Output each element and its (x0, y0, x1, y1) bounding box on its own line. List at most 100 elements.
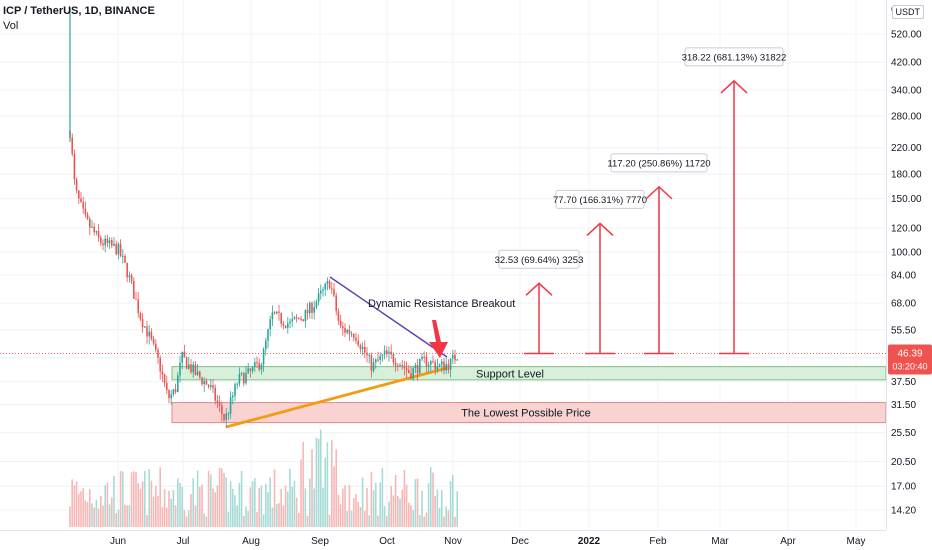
volume-bar (388, 501, 390, 527)
candle-body (273, 312, 276, 314)
candle-body (399, 365, 401, 367)
target-arrowhead (645, 185, 673, 200)
volume-bar (397, 495, 399, 527)
price-tick-label: 17.00 (891, 482, 916, 493)
candle-body (199, 371, 201, 378)
volume-bar (265, 484, 267, 527)
volume-bar (322, 487, 324, 527)
grid (0, 0, 886, 530)
candle-body (243, 372, 245, 384)
candle-body (181, 351, 183, 363)
volume-bar (104, 485, 106, 527)
candle-body (379, 355, 381, 361)
volume-bar (86, 502, 89, 527)
price-axis[interactable]: 6??.00520.00420.00340.00280.00220.00180.… (886, 0, 932, 550)
volume-bar (115, 513, 117, 527)
price-axis-bg (886, 0, 932, 550)
volume-bar (368, 515, 370, 527)
candle-body (287, 323, 289, 328)
candle-body (397, 365, 399, 367)
volume-bar (280, 489, 282, 527)
volume-bar (190, 494, 192, 527)
volume-bars (69, 429, 458, 527)
candle-body (339, 320, 342, 327)
target-label: 117.20 (250.86%) 11720 (607, 158, 710, 169)
candle-body (119, 243, 122, 257)
candle-body (124, 255, 126, 263)
volume-bar (399, 498, 401, 527)
candle-body (410, 373, 412, 379)
volume-bar (150, 480, 153, 527)
candle-body (441, 361, 443, 365)
candle-body (359, 345, 362, 350)
volume-bar (159, 467, 161, 527)
volume-bar (375, 482, 377, 527)
volume-bar (254, 478, 256, 527)
volume-bar (348, 484, 351, 527)
breakout-arrow-icon (429, 320, 448, 358)
volume-bar (359, 507, 362, 527)
volume-bar (287, 491, 289, 527)
price-tick-label: 55.50 (891, 325, 916, 336)
candle-body (348, 329, 351, 334)
breakout-annotation: Dynamic Resistance Breakout (368, 298, 515, 310)
candle-body (423, 356, 425, 358)
volume-bar (113, 476, 115, 527)
candle-body (183, 351, 186, 358)
candle-body (419, 358, 421, 374)
candle-body (155, 343, 157, 350)
candle-body (135, 298, 137, 300)
plot-background (0, 0, 886, 530)
volume-bar (335, 449, 337, 527)
time-axis[interactable]: Jun Jul Aug Sep Oct Nov Dec 2022 Feb Mar Apr May (0, 530, 886, 548)
price-tick-label: 68.00 (891, 298, 916, 309)
volume-bar (284, 485, 287, 527)
volume-bar (342, 488, 344, 527)
volume-bar (370, 472, 373, 527)
currency-button[interactable]: USDT (891, 5, 924, 19)
volume-bar (346, 511, 348, 527)
candle-body (177, 375, 179, 392)
candle-body (100, 237, 102, 244)
candle-body (218, 402, 221, 406)
candle-body (331, 288, 333, 290)
target-arrowhead (586, 222, 614, 236)
time-tick-label: Dec (511, 536, 529, 547)
target-label: 32.53 (69.64%) 3253 (495, 255, 584, 266)
candle-body (443, 361, 445, 371)
candle-body (84, 208, 87, 215)
volume-bar (225, 477, 227, 527)
volume-bar (249, 487, 252, 527)
candle-body (102, 243, 104, 246)
volume-bar (258, 487, 260, 527)
volume-bar (427, 483, 430, 527)
candle-body (370, 355, 373, 371)
volume-bar (441, 489, 443, 527)
candle-body (146, 326, 148, 337)
candle-body (73, 153, 76, 180)
volume-bar (436, 489, 439, 527)
candle-body (168, 390, 170, 399)
volume-bar (306, 515, 309, 527)
candle-body (328, 281, 331, 289)
candle-body (221, 405, 223, 414)
volume-bar (350, 510, 353, 527)
volume-bar (383, 506, 386, 527)
time-tick-label: Mar (711, 536, 729, 547)
time-tick-label: Jun (110, 536, 126, 547)
volume-bar (278, 503, 280, 527)
candle-body (214, 387, 216, 401)
volume-bar (188, 510, 190, 527)
volume-bar (438, 507, 441, 527)
candle-body (322, 289, 324, 291)
candle-body (113, 243, 115, 246)
volume-bar (364, 510, 366, 527)
volume-bar (174, 505, 177, 527)
volume-bar (245, 506, 247, 527)
volume-bar (445, 506, 447, 527)
candle-body (320, 290, 322, 294)
volume-bar (357, 501, 359, 527)
volume-bar (381, 467, 384, 527)
candle-body (207, 384, 210, 387)
